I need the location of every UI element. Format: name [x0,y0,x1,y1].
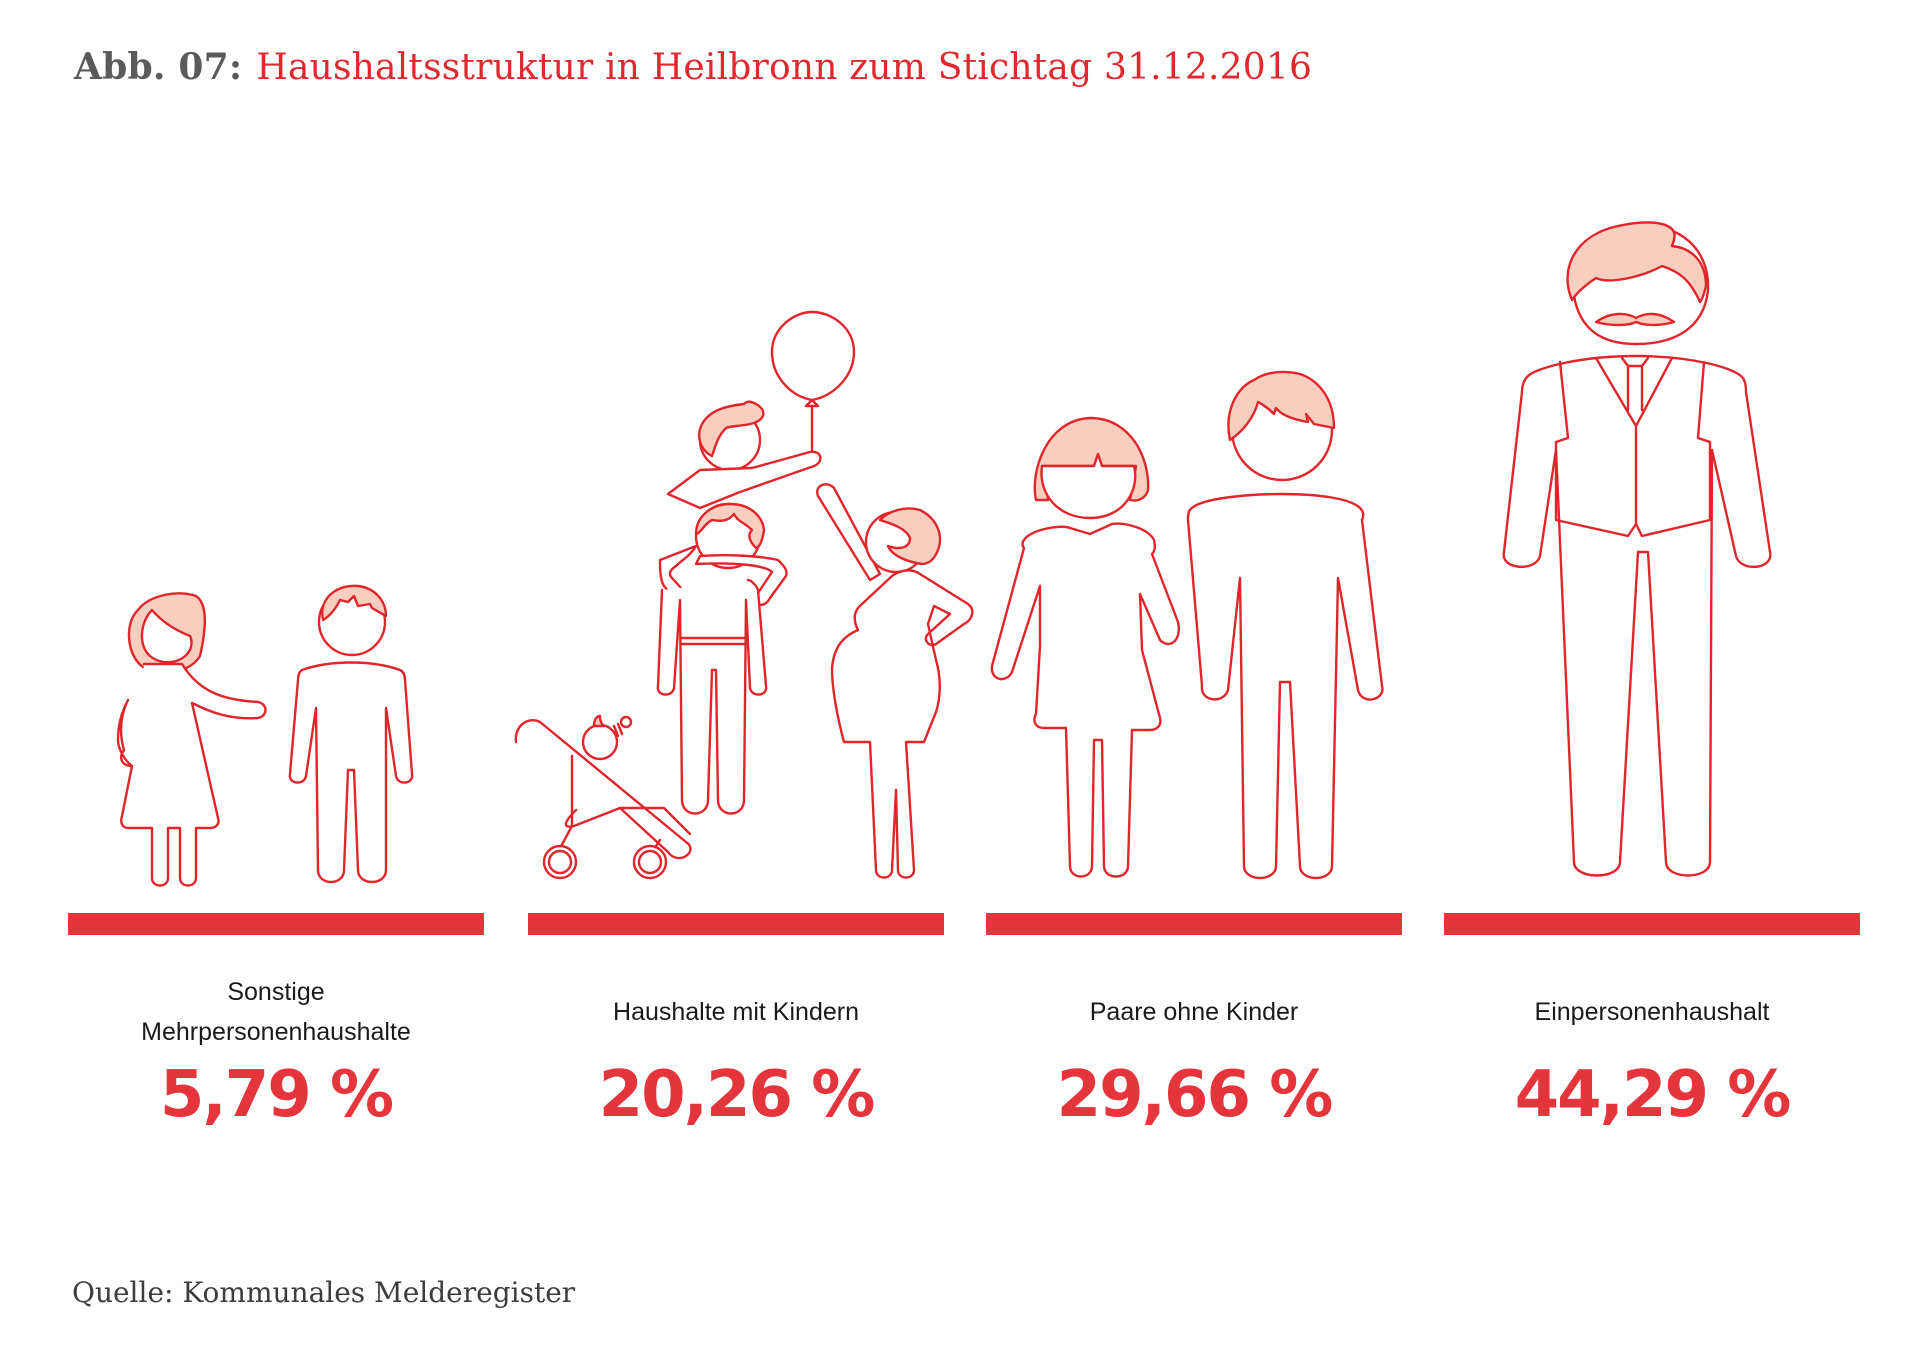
child-on-shoulders-icon [666,400,822,510]
figure-title-text: Haushaltsstruktur in Heilbronn zum Stich… [256,47,1313,88]
value-label-paare-ohne-kinder: 29,66 % [1056,1058,1334,1132]
column-bar-4 [1444,913,1860,935]
value-label-haushalte-mit-kindern: 20,26 % [598,1058,876,1132]
category-label-line: Sonstige [227,978,325,1006]
category-label-einpersonenhaushalt: Einpersonenhaushalt [1444,992,1860,1032]
couple-icon [990,370,1384,880]
column-bar-1 [68,913,484,935]
category-label-sonstige: Sonstige Mehrpersonenhaushalte [68,972,484,1052]
father-icon [656,502,788,815]
balloon-icon [770,310,856,454]
category-label-line: Haushalte mit Kindern [613,998,859,1026]
value-label-einpersonenhaushalt: 44,29 % [1514,1058,1792,1132]
value-label-sonstige: 5,79 % [159,1058,394,1132]
figure-title: Abb. 07: Haushaltsstruktur in Heilbronn z… [74,46,1312,88]
source-note: Quelle: Kommunales Melderegister [72,1276,576,1309]
girl-icon [116,592,267,887]
category-label-line: Einpersonenhaushalt [1534,998,1770,1026]
figure-number: Abb. 07: [74,46,243,88]
girl-and-boy-icon [116,584,414,887]
category-label-line: Paare ohne Kinder [1089,998,1299,1026]
man-icon [1186,370,1384,880]
column-bar-2 [528,913,944,935]
family-with-stroller-balloon-icon [514,310,974,880]
column-bar-3 [986,913,1402,935]
category-label-haushalte-mit-kindern: Haushalte mit Kindern [528,992,944,1032]
woman-icon [990,416,1180,878]
boy-icon [288,584,414,884]
category-label-paare-ohne-kinder: Paare ohne Kinder [986,992,1402,1032]
pregnant-mother-icon [816,483,974,879]
stroller-with-baby-icon [514,714,692,880]
single-man-in-suit-icon [1502,221,1772,877]
category-label-line: Mehrpersonenhaushalte [141,1018,411,1046]
